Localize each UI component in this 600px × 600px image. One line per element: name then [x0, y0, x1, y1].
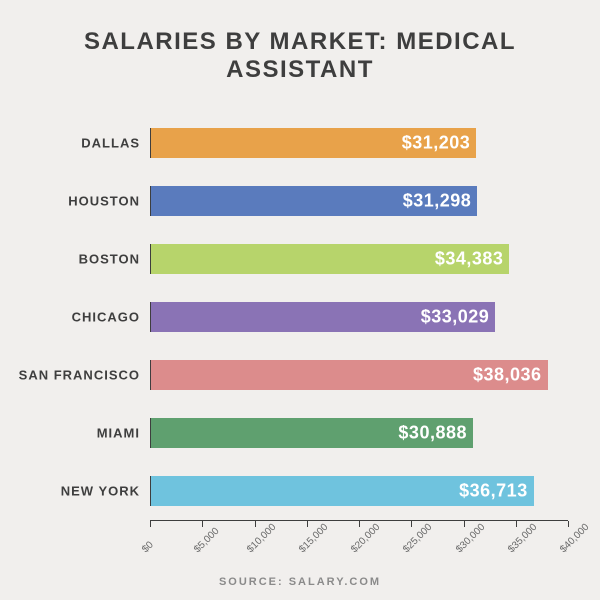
- city-label: HOUSTON: [68, 194, 150, 209]
- bar-chart: DALLAS$31,203HOUSTON$31,298BOSTON$34,383…: [150, 114, 568, 570]
- source-attribution: SOURCE: SALARY.COM: [0, 576, 600, 588]
- bar: $31,203: [151, 128, 476, 158]
- bar: $34,383: [151, 244, 509, 274]
- value-label: $38,036: [473, 365, 542, 386]
- axis-tick: [202, 521, 203, 527]
- city-label: NEW YORK: [61, 484, 150, 499]
- bar-row: SAN FRANCISCO$38,036: [150, 346, 568, 404]
- axis-tick: [411, 521, 412, 527]
- axis-tick-label: $35,000: [506, 522, 539, 555]
- value-label: $36,713: [459, 481, 528, 502]
- bar-row: DALLAS$31,203: [150, 114, 568, 172]
- city-label: DALLAS: [81, 136, 150, 151]
- axis-tick: [307, 521, 308, 527]
- axis-tick: [516, 521, 517, 527]
- axis-tick-label: $20,000: [349, 522, 382, 555]
- bar-track: $38,036: [150, 360, 568, 390]
- bar-track: $31,203: [150, 128, 568, 158]
- bar-row: MIAMI$30,888: [150, 404, 568, 462]
- x-axis: $0$5,000$10,000$15,000$20,000$25,000$30,…: [150, 520, 568, 570]
- bar-track: $30,888: [150, 418, 568, 448]
- axis-tick-label: $40,000: [558, 522, 591, 555]
- bar: $30,888: [151, 418, 473, 448]
- bar: $31,298: [151, 186, 477, 216]
- chart-title: SALARIES BY MARKET: MEDICAL ASSISTANT: [30, 28, 570, 84]
- axis-tick-label: $10,000: [245, 522, 278, 555]
- axis-tick-label: $15,000: [297, 522, 330, 555]
- axis-tick-label: $30,000: [454, 522, 487, 555]
- axis-tick: [150, 521, 151, 527]
- bar-row: HOUSTON$31,298: [150, 172, 568, 230]
- axis-tick: [568, 521, 569, 527]
- axis-tick-label: $25,000: [401, 522, 434, 555]
- axis-tick: [255, 521, 256, 527]
- bar-track: $31,298: [150, 186, 568, 216]
- chart-container: SALARIES BY MARKET: MEDICAL ASSISTANT DA…: [0, 0, 600, 600]
- bar: $36,713: [151, 476, 534, 506]
- bar: $38,036: [151, 360, 548, 390]
- bar-track: $33,029: [150, 302, 568, 332]
- axis-tick: [464, 521, 465, 527]
- bar-track: $34,383: [150, 244, 568, 274]
- city-label: SAN FRANCISCO: [19, 368, 150, 383]
- value-label: $31,298: [403, 191, 472, 212]
- value-label: $34,383: [435, 249, 504, 270]
- city-label: BOSTON: [79, 252, 150, 267]
- bar: $33,029: [151, 302, 495, 332]
- axis-tick-label: $5,000: [192, 526, 221, 555]
- axis-tick-label: $0: [140, 540, 156, 556]
- bar-row: BOSTON$34,383: [150, 230, 568, 288]
- bar-rows: DALLAS$31,203HOUSTON$31,298BOSTON$34,383…: [150, 114, 568, 520]
- city-label: MIAMI: [97, 426, 150, 441]
- bar-track: $36,713: [150, 476, 568, 506]
- bar-row: CHICAGO$33,029: [150, 288, 568, 346]
- city-label: CHICAGO: [72, 310, 150, 325]
- value-label: $30,888: [398, 423, 467, 444]
- value-label: $31,203: [402, 133, 471, 154]
- bar-row: NEW YORK$36,713: [150, 462, 568, 520]
- axis-tick: [359, 521, 360, 527]
- value-label: $33,029: [421, 307, 490, 328]
